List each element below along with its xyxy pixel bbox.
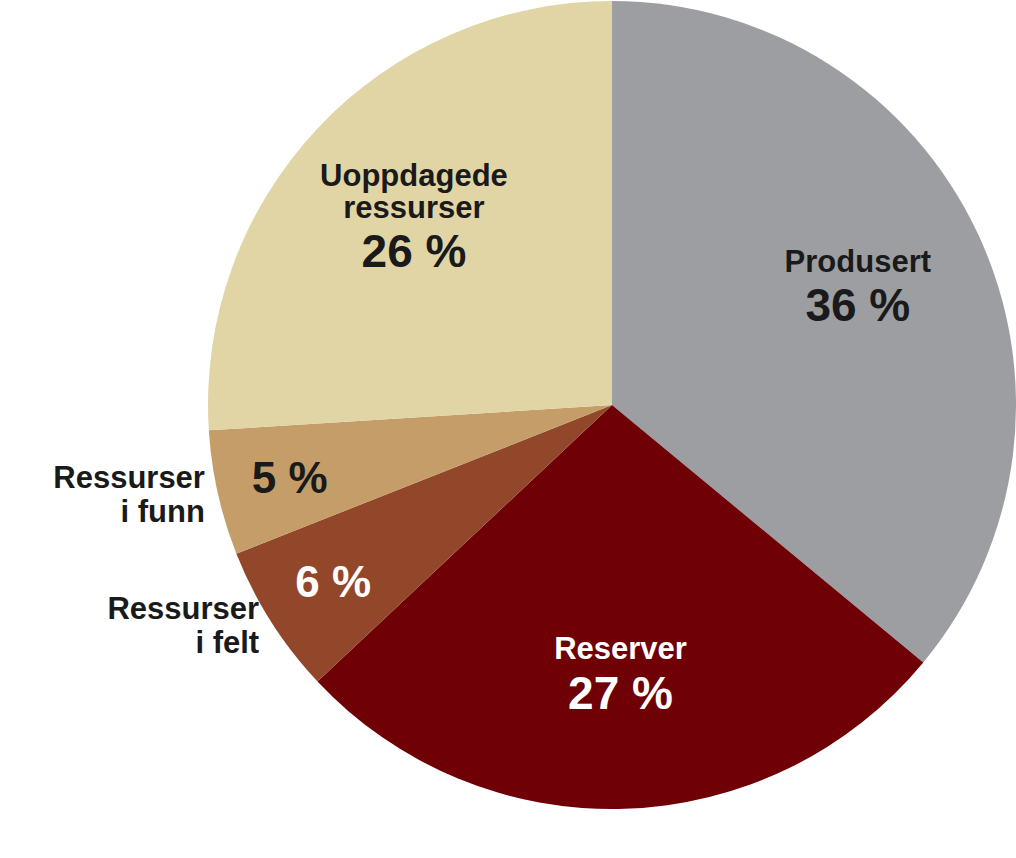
svg-text:6 %: 6 %	[295, 557, 371, 606]
svg-text:i felt: i felt	[195, 625, 259, 660]
svg-text:Uoppdagede: Uoppdagede	[320, 158, 508, 193]
svg-text:Reserver: Reserver	[554, 631, 687, 666]
svg-text:36 %: 36 %	[805, 279, 910, 331]
svg-text:Ressurser: Ressurser	[107, 591, 259, 626]
svg-text:5 %: 5 %	[252, 453, 328, 502]
svg-text:Produsert: Produsert	[785, 244, 931, 279]
svg-text:26 %: 26 %	[362, 225, 467, 277]
svg-text:Ressurser: Ressurser	[53, 460, 205, 495]
svg-text:27 %: 27 %	[568, 667, 673, 719]
svg-text:ressurser: ressurser	[343, 190, 484, 225]
svg-text:i funn: i funn	[121, 494, 205, 529]
